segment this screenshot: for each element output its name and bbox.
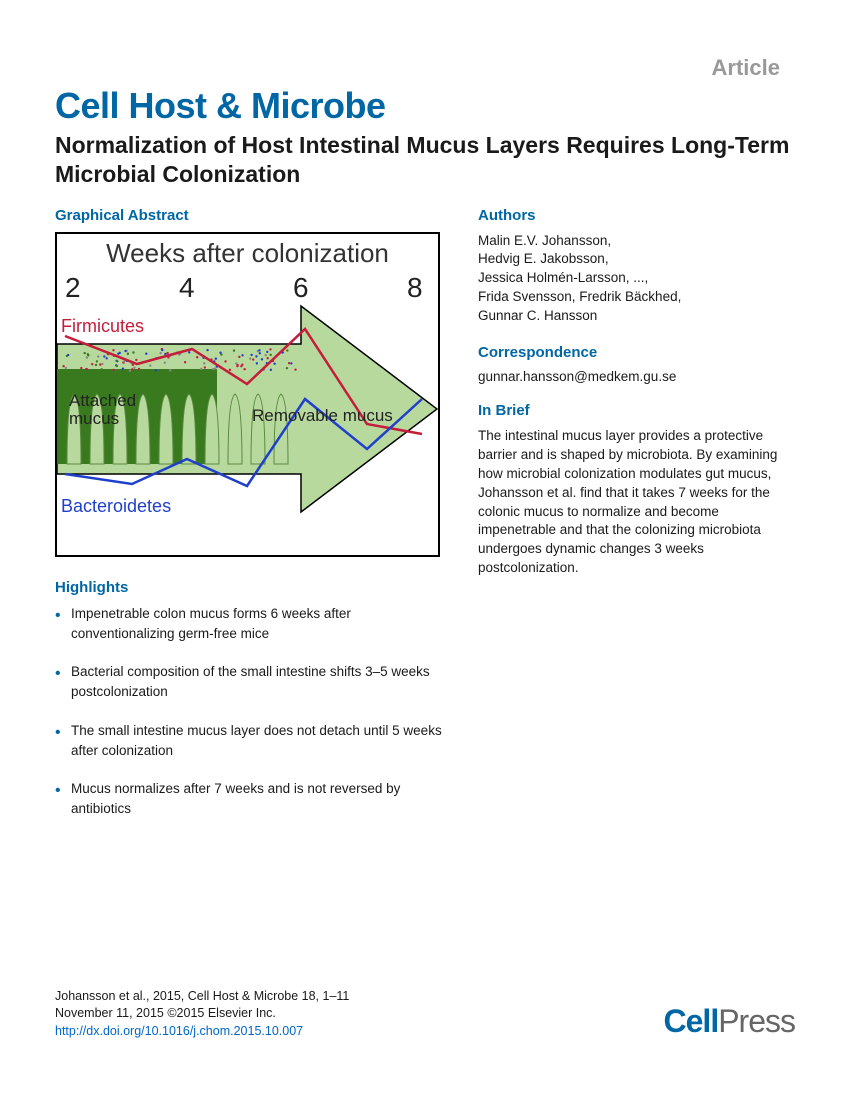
journal-title: Cell Host & Microbe (55, 85, 795, 127)
inbrief-section: In Brief The intestinal mucus layer prov… (478, 402, 793, 578)
authors-list: Malin E.V. Johansson,Hedvig E. Jakobsson… (478, 232, 793, 326)
inbrief-heading: In Brief (478, 402, 793, 419)
highlight-item: Mucus normalizes after 7 weeks and is no… (55, 779, 450, 820)
citation-doi-link[interactable]: http://dx.doi.org/10.1016/j.chom.2015.10… (55, 1023, 349, 1041)
firmicutes-label: Firmicutes (61, 316, 144, 337)
highlight-item: Bacterial composition of the small intes… (55, 662, 450, 703)
highlights-section: Highlights Impenetrable colon mucus form… (55, 579, 450, 820)
correspondence-email: gunnar.hansson@medkem.gu.se (478, 369, 793, 384)
highlights-heading: Highlights (55, 579, 450, 596)
highlight-item: The small intestine mucus layer does not… (55, 721, 450, 762)
highlights-list: Impenetrable colon mucus forms 6 weeks a… (55, 604, 450, 820)
correspondence-section: Correspondence gunnar.hansson@medkem.gu.… (478, 344, 793, 384)
article-title: Normalization of Host Intestinal Mucus L… (55, 131, 795, 189)
page-footer: Johansson et al., 2015, Cell Host & Micr… (55, 988, 795, 1041)
left-column: Graphical Abstract Weeks after colonizat… (55, 207, 450, 838)
graphical-abstract-figure: Weeks after colonization 2468 Firmicutes… (55, 232, 440, 557)
citation-line2: November 11, 2015 ©2015 Elsevier Inc. (55, 1005, 349, 1023)
logo-cell: Cell (664, 1003, 719, 1039)
citation-line1: Johansson et al., 2015, Cell Host & Micr… (55, 988, 349, 1006)
main-content: Graphical Abstract Weeks after colonizat… (55, 207, 795, 838)
correspondence-heading: Correspondence (478, 344, 793, 361)
inbrief-text: The intestinal mucus layer provides a pr… (478, 427, 793, 578)
authors-heading: Authors (478, 207, 793, 224)
citation-block: Johansson et al., 2015, Cell Host & Micr… (55, 988, 349, 1041)
right-column: Authors Malin E.V. Johansson,Hedvig E. J… (478, 207, 793, 838)
bacteroidetes-label: Bacteroidetes (61, 496, 171, 517)
graphical-abstract-heading: Graphical Abstract (55, 207, 450, 224)
logo-press: Press (718, 1003, 795, 1039)
attached-mucus-label: Attachedmucus (69, 392, 136, 429)
highlight-item: Impenetrable colon mucus forms 6 weeks a… (55, 604, 450, 645)
article-type-label: Article (712, 55, 780, 81)
cellpress-logo: CellPress (664, 1003, 795, 1040)
removable-mucus-label: Removable mucus (252, 406, 393, 426)
